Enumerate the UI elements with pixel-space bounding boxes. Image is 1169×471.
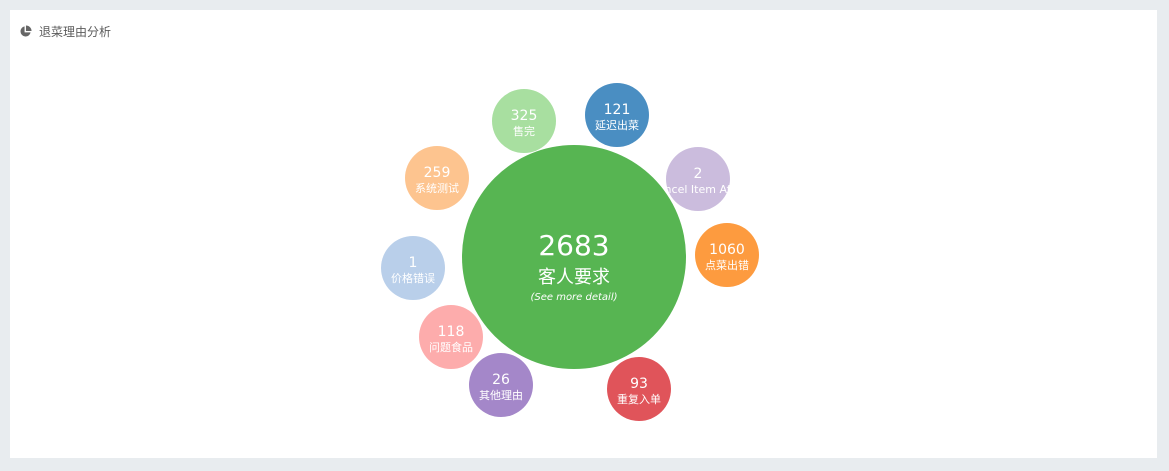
bubble-label: 价格错误 (391, 271, 435, 285)
bubble-label: 问题食品 (429, 340, 473, 354)
see-more-detail-link[interactable]: (See more detail) (530, 292, 617, 303)
bubble-value: 1 (409, 255, 418, 271)
bubble-circle[interactable] (585, 83, 649, 147)
bubble-circle[interactable] (469, 353, 533, 417)
pie-chart-icon (19, 24, 32, 38)
bubble-value: 1060 (709, 242, 745, 258)
center-bubble-value: 2683 (538, 229, 609, 262)
bubble-value: 259 (424, 165, 451, 181)
center-bubble-circle[interactable] (462, 145, 686, 369)
bubble-label: 重复入单 (617, 392, 661, 406)
bubble-label: Cancel Item After (650, 183, 746, 196)
bubble-label: 延迟出菜 (595, 118, 639, 132)
bubble-label: 点菜出错 (705, 258, 749, 272)
bubble-label: 售完 (513, 124, 535, 138)
bubble-label: 其他理由 (479, 388, 523, 402)
bubble-circle[interactable] (419, 305, 483, 369)
bubble-value: 26 (492, 372, 510, 388)
panel-title: 退菜理由分析 (39, 24, 112, 39)
bubble-circle[interactable] (405, 146, 469, 210)
panel-header: 退菜理由分析 (19, 21, 111, 41)
bubble-circle[interactable] (666, 147, 730, 211)
bubble-circle[interactable] (492, 89, 556, 153)
center-bubble-label: 客人要求 (538, 267, 610, 288)
bubble-value: 121 (604, 102, 631, 118)
bubble-value: 93 (630, 376, 648, 392)
bubble-circle[interactable] (695, 223, 759, 287)
bubble-value: 325 (511, 108, 538, 124)
bubble-value: 118 (438, 324, 465, 340)
bubble-circle[interactable] (607, 357, 671, 421)
center-bubble[interactable]: 2683 客人要求 (See more detail) (462, 145, 686, 369)
bubble-circle[interactable] (381, 236, 445, 300)
bubble-value: 2 (694, 166, 703, 182)
bubble-label: 系统测试 (415, 182, 459, 195)
